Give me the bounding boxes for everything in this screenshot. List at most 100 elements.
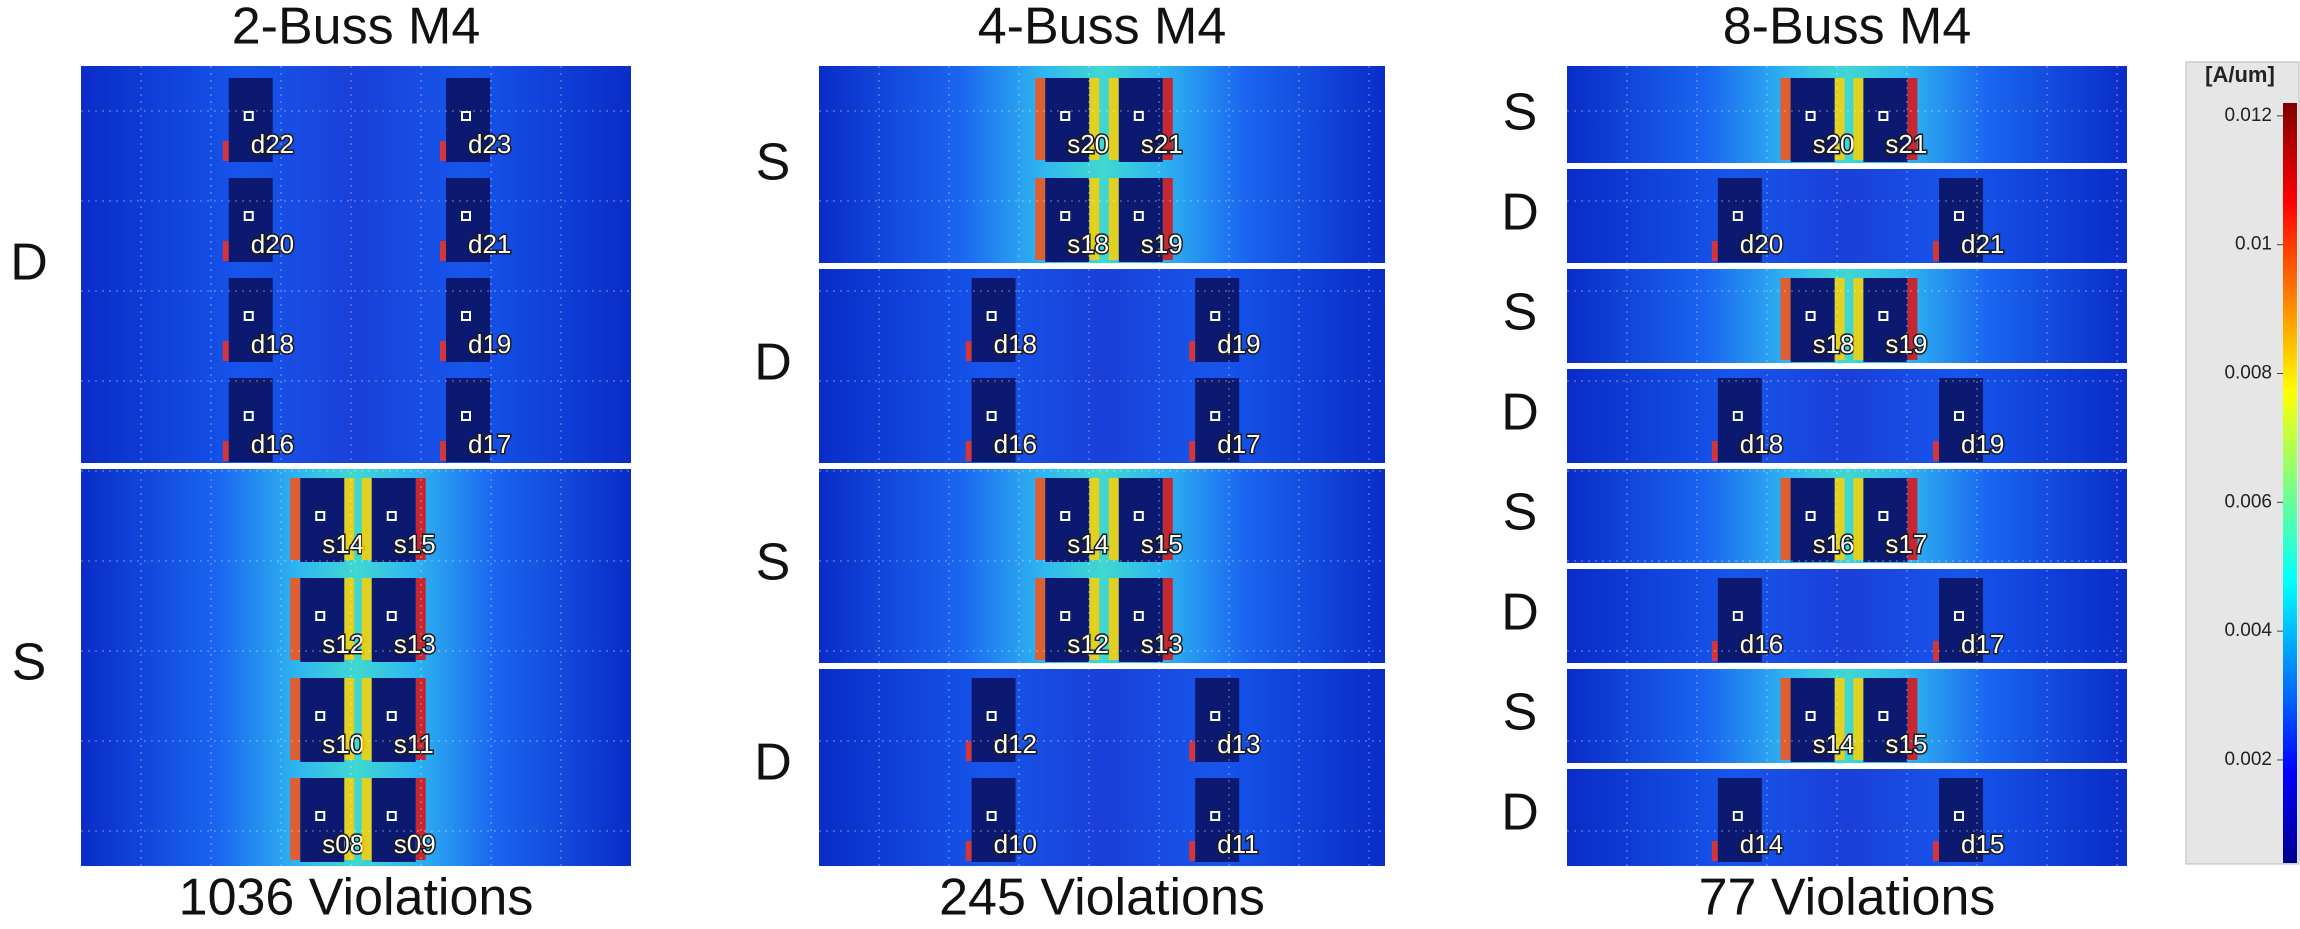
colorbar-tick-label: 0.012: [2224, 105, 2272, 126]
device-label: s15: [394, 529, 436, 559]
device-label: s13: [394, 629, 436, 659]
heatmap-section: [819, 266, 1385, 466]
section-divider: [1567, 663, 2127, 669]
hotspot: [1853, 478, 1863, 560]
panel-footer: 1036 Violations: [179, 869, 534, 927]
device-label: d19: [1961, 429, 2004, 459]
hotspot: [1035, 478, 1045, 560]
device-label: d11: [1217, 829, 1258, 859]
hotspot: [1853, 78, 1863, 160]
hotspot: [1781, 478, 1791, 560]
device-label: s21: [1885, 129, 1927, 159]
device-label: d18: [1740, 429, 1783, 459]
panel-title: 8-Buss M4: [1723, 0, 1972, 56]
section-label: D: [1501, 784, 1539, 842]
device-label: d13: [1217, 729, 1260, 759]
section-divider: [1567, 163, 2127, 169]
device-label: d14: [1740, 829, 1783, 859]
device-label: d19: [1217, 329, 1260, 359]
device-label: d17: [1961, 629, 2004, 659]
colorbar-tick-label: 0.008: [2224, 363, 2272, 384]
section-divider: [81, 463, 631, 469]
hotspot: [362, 678, 372, 760]
device-label: s11: [394, 729, 434, 759]
device-label: s21: [1141, 129, 1183, 159]
section-label: S: [12, 634, 47, 692]
section-label: D: [1501, 384, 1539, 442]
section-label: D: [1501, 584, 1539, 642]
hotspot: [362, 778, 372, 860]
hotspot: [290, 478, 300, 560]
device-label: s08: [322, 829, 364, 859]
device-label: d18: [251, 329, 294, 359]
device-label: d17: [1217, 429, 1260, 459]
panel-footer: 77 Violations: [1699, 869, 1996, 927]
hotspot: [362, 578, 372, 660]
section-label: S: [1503, 284, 1538, 342]
device-label: s19: [1885, 329, 1927, 359]
device-label: d22: [251, 129, 294, 159]
device-label: d19: [468, 329, 511, 359]
panel-title: 2-Buss M4: [232, 0, 481, 56]
section-label: S: [1503, 484, 1538, 542]
device-label: d10: [994, 829, 1037, 859]
device-label: s09: [394, 829, 436, 859]
hotspot: [1035, 578, 1045, 660]
section-label: D: [754, 334, 792, 392]
device-label: d12: [994, 729, 1037, 759]
hotspot: [290, 578, 300, 660]
section-divider: [1567, 763, 2127, 769]
device-label: s12: [322, 629, 364, 659]
colorbar-tick-label: 0.006: [2224, 491, 2272, 512]
heatmap-section: [819, 666, 1385, 866]
colorbar-gradient: [2283, 103, 2297, 863]
section-divider: [1567, 263, 2127, 269]
hotspot: [1853, 678, 1863, 760]
section-divider: [819, 263, 1385, 269]
hotspot: [1781, 678, 1791, 760]
hotspot: [362, 478, 372, 560]
colorbar-tick-label: 0.002: [2224, 749, 2272, 770]
hotspot: [1853, 278, 1863, 360]
heatmap-section: [81, 66, 631, 466]
device-label: d18: [994, 329, 1037, 359]
section-label: S: [1503, 684, 1538, 742]
section-divider: [819, 663, 1385, 669]
device-label: s14: [1067, 529, 1109, 559]
section-label: S: [1503, 84, 1538, 142]
panel-footer: 245 Violations: [939, 869, 1265, 927]
device-label: s15: [1885, 729, 1927, 759]
page: {"panels": [ {"title": "2-Buss M4", "foo…: [0, 0, 2300, 929]
colorbar-frame: [2186, 62, 2299, 864]
device-label: s15: [1141, 529, 1183, 559]
hotspot: [1035, 78, 1045, 160]
device-label: d21: [1961, 229, 2004, 259]
section-label: D: [754, 734, 792, 792]
device-label: d20: [251, 229, 294, 259]
device-label: d20: [1740, 229, 1783, 259]
device-label: s17: [1885, 529, 1927, 559]
section-divider: [819, 463, 1385, 469]
device-label: s18: [1067, 229, 1109, 259]
section-label: D: [1501, 184, 1539, 242]
heatmap-section: [1567, 166, 2127, 266]
device-label: d16: [994, 429, 1037, 459]
colorbar-tick-label: 0.01: [2235, 234, 2272, 255]
section-divider: [1567, 363, 2127, 369]
hotspot: [290, 778, 300, 860]
device-label: s16: [1813, 529, 1855, 559]
device-label: d21: [468, 229, 511, 259]
section-label: D: [10, 234, 48, 292]
hotspot: [1035, 178, 1045, 260]
hotspot: [290, 678, 300, 760]
figure: [A/um] 2-Buss M41036 ViolationsDd22d23d2…: [0, 0, 2300, 929]
device-label: d17: [468, 429, 511, 459]
panel-title: 4-Buss M4: [978, 0, 1227, 56]
hotspot: [1109, 178, 1119, 260]
section-divider: [1567, 463, 2127, 469]
device-label: s18: [1813, 329, 1855, 359]
hotspot: [1781, 78, 1791, 160]
device-label: s14: [322, 529, 364, 559]
device-label: d16: [251, 429, 294, 459]
device-label: s19: [1141, 229, 1183, 259]
